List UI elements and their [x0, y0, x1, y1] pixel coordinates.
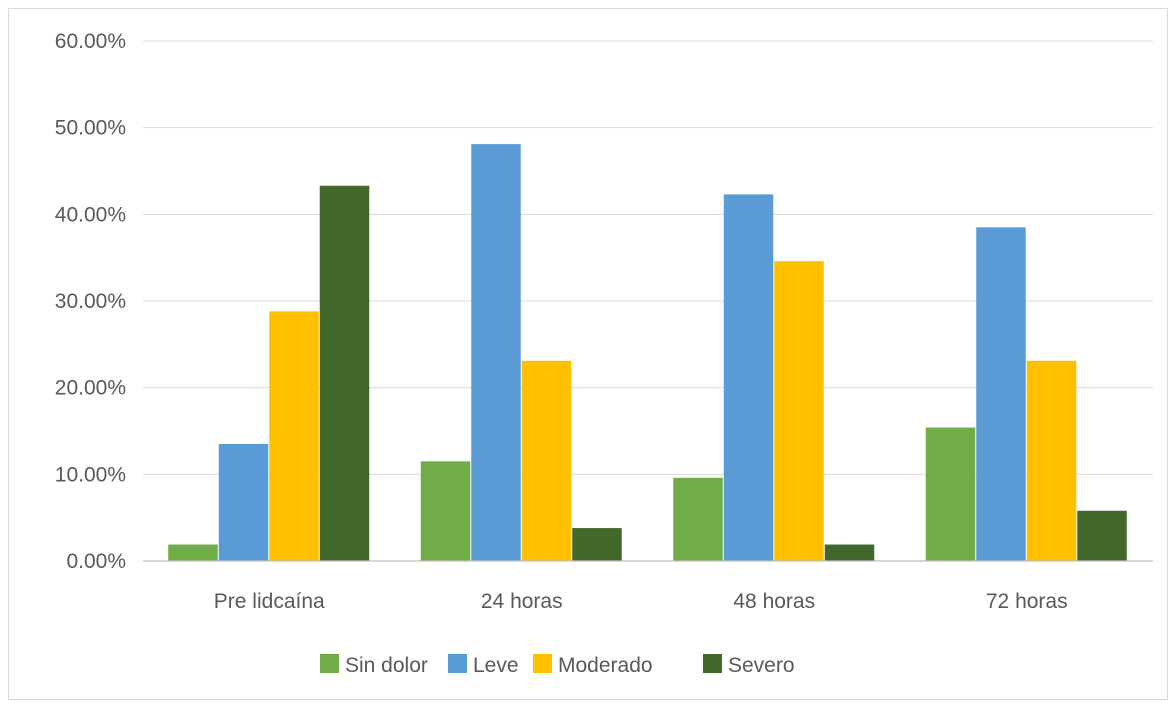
y-tick-label: 30.00% [55, 290, 126, 313]
legend-label: Leve [473, 654, 519, 677]
bar-severo [572, 528, 622, 561]
y-tick-label: 20.00% [55, 377, 126, 400]
legend-label: Sin dolor [345, 654, 428, 677]
x-tick-label: 72 horas [986, 590, 1068, 613]
bar-leve [218, 444, 269, 561]
bar-moderado [774, 261, 824, 561]
x-tick-label: Pre lidcaína [214, 590, 325, 613]
y-tick-label: 60.00% [55, 30, 126, 53]
bar-sin-dolor [673, 477, 723, 561]
y-tick-label: 40.00% [55, 203, 126, 226]
y-tick-label: 50.00% [55, 117, 126, 140]
legend-label: Moderado [558, 654, 653, 677]
bar-moderado [1026, 360, 1077, 561]
bar-leve [723, 194, 774, 561]
bar-severo [824, 544, 875, 561]
bar-leve [976, 227, 1026, 562]
bar-sin-dolor [925, 427, 976, 561]
legend-label: Severo [728, 654, 795, 677]
legend-swatch [448, 654, 467, 673]
y-tick-label: 10.00% [55, 463, 126, 486]
legend-swatch [703, 654, 722, 673]
chart-frame [8, 8, 1168, 700]
bar-moderado [521, 360, 572, 561]
y-tick-label: 0.00% [66, 550, 126, 573]
bar-leve [471, 144, 521, 561]
bar-sin-dolor [420, 461, 471, 561]
x-tick-label: 24 horas [481, 590, 563, 613]
bar-moderado [269, 311, 319, 561]
bar-severo [1077, 510, 1127, 561]
x-tick-label: 48 horas [733, 590, 815, 613]
legend-swatch [533, 654, 552, 673]
bar-sin-dolor [168, 544, 218, 561]
bar-severo [319, 185, 370, 561]
legend-swatch [320, 654, 339, 673]
